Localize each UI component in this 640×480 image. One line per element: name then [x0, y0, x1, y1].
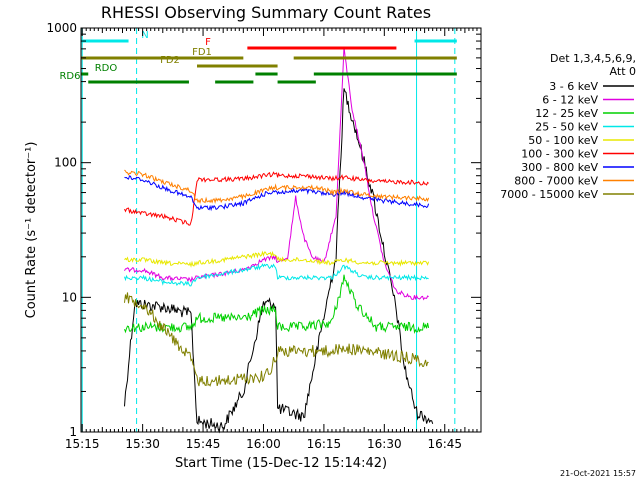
- series-line-5: [124, 171, 429, 226]
- flag-label-f: F: [205, 37, 211, 48]
- legend-entry-label: 50 - 100 keV: [528, 134, 598, 147]
- legend-entry-label: 100 - 300 keV: [521, 148, 598, 161]
- legend-entry-label: 7000 - 15000 keV: [500, 188, 598, 201]
- flag-label-fd1: FD1: [192, 47, 212, 58]
- x-tick-label: 16:15: [307, 437, 342, 451]
- x-tick-label: 16:30: [367, 437, 402, 451]
- legend-entry-label: 3 - 6 keV: [549, 80, 598, 93]
- y-tick-label: 100: [54, 156, 77, 170]
- series-line-2: [124, 274, 430, 334]
- series-line-8: [124, 292, 429, 387]
- flag-label-rdo: RDO: [95, 63, 118, 74]
- y-tick-label: 1: [69, 425, 77, 439]
- legend-header-line: Det 1,3,4,5,6,9,: [550, 52, 636, 65]
- x-tick-label: 16:00: [246, 437, 281, 451]
- x-axis: 15:15 15:30 15:45 16:00 16:15 16:30 16:45: [65, 28, 478, 451]
- legend-entry-label: 25 - 50 keV: [535, 121, 598, 134]
- x-axis-label: Start Time (15-Dec-12 15:14:42): [175, 456, 387, 471]
- x-tick-label: 15:45: [186, 437, 221, 451]
- legend-entry-label: 12 - 25 keV: [535, 107, 598, 120]
- y-tick-label: 10: [62, 290, 77, 304]
- series-line-1: [124, 46, 429, 301]
- chart-title: RHESSI Observing Summary Count Rates: [101, 3, 431, 22]
- y-axis-label: Count Rate (s⁻¹ detector⁻¹): [24, 142, 39, 319]
- x-tick-label: 15:30: [125, 437, 160, 451]
- series-line-6: [124, 175, 430, 212]
- legend-header-line: Att 0: [610, 65, 636, 78]
- x-tick-label: 15:15: [65, 437, 100, 451]
- legend-entry-label: 6 - 12 keV: [542, 94, 598, 107]
- legend-entry-label: 300 - 800 keV: [521, 161, 598, 174]
- flag-label-fd2: FD2: [160, 55, 180, 66]
- legend-entry-label: 800 - 7000 keV: [514, 175, 598, 188]
- y-axis: 1 10 100 1000: [46, 21, 481, 439]
- flag-label-n: N: [141, 30, 148, 41]
- series-line-7: [124, 169, 430, 205]
- y-tick-label: 1000: [46, 21, 77, 35]
- plot-frame: [80, 27, 482, 433]
- x-tick-label: 16:45: [427, 437, 462, 451]
- series-line-4: [124, 250, 430, 268]
- flag-label-rd6: RD6: [59, 71, 80, 82]
- series-line-3: [124, 263, 429, 287]
- footer-date: 21-Oct-2021 15:57: [560, 469, 636, 478]
- series-line-0: [124, 88, 434, 434]
